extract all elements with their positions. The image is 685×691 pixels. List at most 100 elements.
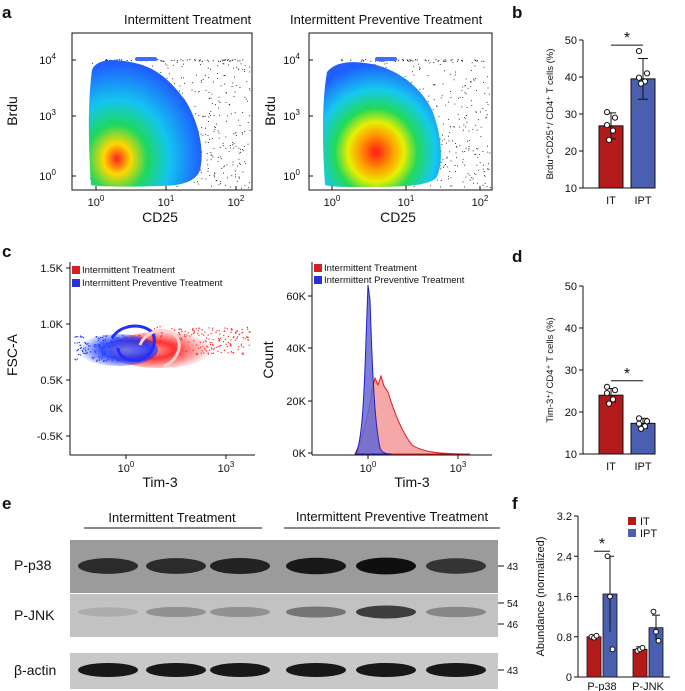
event-dot-it	[222, 341, 224, 343]
event-dot	[224, 165, 225, 167]
event-dot	[465, 147, 467, 149]
event-dot	[239, 60, 241, 62]
event-dot-it	[204, 331, 206, 333]
event-dot	[450, 91, 451, 92]
event-dot	[464, 151, 466, 152]
event-dot	[464, 92, 466, 93]
event-dot	[228, 64, 230, 66]
event-dot	[385, 66, 387, 68]
event-dot-it	[246, 326, 249, 328]
legend-swatch-it	[72, 266, 80, 274]
event-dot	[211, 93, 213, 95]
scatter-xtick-1e0: 100	[118, 460, 135, 475]
event-dot	[224, 83, 226, 85]
blot-band-jnk	[210, 606, 270, 618]
event-dot	[470, 85, 472, 87]
bar-it	[586, 636, 602, 678]
event-dot	[471, 105, 473, 106]
data-point	[611, 114, 619, 121]
event-dot	[201, 127, 203, 128]
blot-strip-jnk	[70, 594, 498, 637]
event-dot	[152, 65, 154, 67]
event-dot	[361, 59, 363, 61]
event-dot	[472, 128, 474, 130]
event-dot-it	[197, 332, 199, 335]
event-dot	[434, 84, 436, 86]
event-dot-it	[219, 333, 221, 335]
event-dot-it	[191, 334, 193, 336]
event-dot	[438, 59, 440, 61]
event-dot	[211, 138, 213, 139]
event-dot	[232, 144, 234, 146]
event-dot-it	[248, 331, 250, 333]
event-dot-it	[224, 327, 226, 329]
event-dot	[181, 77, 182, 79]
data-point	[603, 122, 611, 129]
event-dot-it	[193, 330, 195, 332]
data-point	[609, 396, 617, 403]
event-dot	[165, 63, 167, 65]
event-dot	[242, 133, 243, 135]
event-dot	[454, 74, 456, 76]
event-dot	[211, 185, 212, 187]
event-dot	[233, 143, 235, 145]
event-dot	[442, 134, 443, 136]
event-dot	[242, 171, 244, 173]
event-dot	[467, 173, 469, 175]
flow-right-y-label: Brdu	[262, 96, 278, 126]
event-dot	[448, 101, 449, 103]
event-dot	[227, 59, 229, 61]
data-point	[635, 415, 643, 422]
event-dot-ipt	[76, 358, 78, 360]
event-dot-it	[184, 330, 186, 333]
event-dot	[440, 186, 441, 188]
event-dot	[249, 89, 251, 91]
event-dot	[433, 99, 435, 101]
event-dot	[243, 150, 245, 152]
blot-band-p38	[210, 557, 270, 575]
event-dot	[222, 59, 224, 61]
event-dot	[194, 60, 196, 62]
event-dot	[472, 178, 474, 180]
event-dot	[249, 87, 250, 89]
event-dot	[209, 115, 211, 116]
event-dot	[464, 164, 466, 166]
event-dot-it	[211, 341, 213, 343]
event-dot	[446, 166, 448, 168]
event-dot	[202, 115, 204, 117]
event-dot	[448, 178, 449, 180]
data-point	[607, 593, 613, 600]
event-dot-it	[246, 336, 248, 338]
event-dot	[482, 151, 484, 152]
event-dot	[198, 91, 200, 93]
event-dot-it	[241, 353, 243, 355]
data-point	[653, 628, 659, 635]
event-dot-it	[187, 332, 189, 334]
event-dot	[240, 63, 242, 65]
event-dot-ipt	[75, 336, 77, 338]
event-dot	[247, 122, 249, 123]
event-dot	[184, 82, 185, 84]
event-dot	[459, 126, 461, 128]
event-dot	[212, 156, 214, 158]
event-dot	[454, 165, 456, 166]
event-dot-it	[220, 345, 222, 347]
event-dot	[234, 76, 235, 78]
scatter-blue-loop	[110, 324, 156, 362]
event-dot	[223, 75, 225, 76]
event-dot	[237, 119, 239, 121]
event-dot	[442, 167, 444, 168]
event-dot	[245, 98, 247, 100]
event-dot	[232, 59, 234, 61]
data-point	[603, 109, 611, 116]
event-dot	[485, 117, 487, 119]
event-dot	[168, 73, 170, 75]
event-dot	[191, 89, 193, 91]
event-dot	[386, 62, 388, 64]
event-dot	[439, 138, 441, 140]
event-dot	[350, 59, 352, 61]
event-dot	[419, 69, 420, 70]
event-dot	[440, 150, 442, 152]
event-dot	[243, 146, 245, 147]
